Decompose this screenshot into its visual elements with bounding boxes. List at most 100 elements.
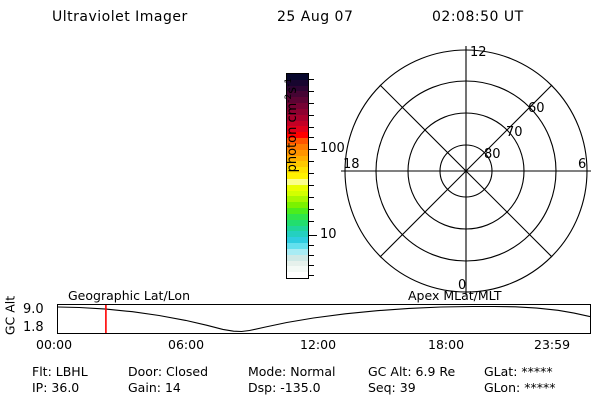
mlt-label-0: 0 <box>458 278 466 293</box>
orbit-xtick-label: 23:59 <box>534 337 571 352</box>
status-mode: Mode: Normal <box>248 364 336 379</box>
colorbar-band <box>287 79 308 86</box>
dsp-label: Dsp: <box>248 380 277 395</box>
dsp-value: -135.0 <box>280 380 321 395</box>
status-glon: GLon: ***** <box>484 380 555 395</box>
filter-value: LBHL <box>55 364 88 379</box>
colorbar-band <box>287 260 308 267</box>
observation-date: 25 Aug 07 <box>277 9 354 25</box>
colorbar-minor-tick <box>308 115 314 116</box>
status-filter: Flt: LBHL <box>32 364 88 379</box>
orbit-ytick-high: 9.0 <box>23 302 44 317</box>
colorbar-band <box>287 190 308 197</box>
colorbar-band <box>287 108 308 115</box>
colorbar-band <box>287 103 308 109</box>
colorbar-minor-tick <box>308 245 314 246</box>
status-ip: IP: 36.0 <box>32 380 79 395</box>
instrument-title: Ultraviolet Imager <box>52 9 188 25</box>
gain-value: 14 <box>164 380 181 395</box>
unit-mid: s <box>285 86 301 94</box>
orbit-x-axis-ticks: 00:00 06:00 12:00 18:00 23:59 <box>0 337 600 353</box>
status-gain: Gain: 14 <box>128 380 181 395</box>
latitude-label-80: 80 <box>484 147 501 162</box>
colorbar-band <box>287 231 308 238</box>
mlt-label-12: 12 <box>470 45 487 60</box>
colorbar-band <box>287 126 308 133</box>
orbit-xtick-label: 18:00 <box>428 337 465 352</box>
colorbar-minor-tick <box>308 137 314 138</box>
door-value: Closed <box>166 364 209 379</box>
colorbar-band <box>287 225 308 232</box>
colorbar-minor-tick <box>308 185 314 186</box>
ip-label: IP: <box>32 380 48 395</box>
door-label: Door: <box>128 364 163 379</box>
polar-grid-svg: 12 6 0 18 60 70 80 <box>341 45 591 295</box>
colorbar-band <box>287 149 308 156</box>
ip-value: 36.0 <box>51 380 80 395</box>
colorbar-major-tick <box>308 235 317 236</box>
mlt-label-18: 18 <box>343 157 360 172</box>
colorbar-unit-label: photon cm-2s-1 <box>284 40 300 210</box>
filter-label: Flt: <box>32 364 52 379</box>
status-footer: Flt: LBHL IP: 36.0 Door: Closed Gain: 14… <box>0 364 600 398</box>
colorbar-band <box>287 237 308 244</box>
colorbar-band <box>287 97 308 104</box>
mode-value: Normal <box>290 364 336 379</box>
colorbar-band <box>287 161 308 168</box>
colorbar-minor-tick <box>308 161 314 162</box>
gain-label: Gain: <box>128 380 161 395</box>
glat-value: ***** <box>521 364 553 379</box>
polar-magnetic-plot: 12 6 0 18 60 70 80 <box>340 40 595 295</box>
colorbar-tick-label: 100 <box>320 141 345 156</box>
polar-spoke-diag-b <box>379 84 553 258</box>
unit-exponent-1: -2 <box>283 93 294 103</box>
orbit-xtick-label: 00:00 <box>36 337 73 352</box>
colorbar-minor-tick <box>308 91 314 92</box>
status-seq: Seq: 39 <box>368 380 416 395</box>
orbit-title-geographic: Geographic Lat/Lon <box>68 288 190 303</box>
orbit-y-axis-label: GC Alt <box>2 295 18 336</box>
seq-label: Seq: <box>368 380 396 395</box>
colorbar-band <box>287 272 308 278</box>
colorbar-minor-tick <box>308 103 314 104</box>
colorbar-minor-tick <box>308 221 314 222</box>
colorbar-band <box>287 266 308 273</box>
seq-value: 39 <box>399 380 416 395</box>
orbit-title-apex: Apex MLat/MLT <box>408 288 502 303</box>
colorbar: 100 10 photon cm-2s-1 <box>255 45 365 290</box>
colorbar-band <box>287 85 308 92</box>
latitude-label-60: 60 <box>528 101 545 116</box>
colorbar-minor-tick <box>308 79 314 80</box>
orbit-plot-box[interactable] <box>57 304 591 334</box>
colorbar-band <box>287 248 308 255</box>
glon-value: ***** <box>524 380 556 395</box>
glat-label: GLat: <box>484 364 518 379</box>
status-door: Door: Closed <box>128 364 208 379</box>
colorbar-minor-tick <box>308 275 314 276</box>
colorbar-axis-line <box>308 73 309 279</box>
colorbar-band <box>287 213 308 220</box>
status-gc-alt: GC Alt: 6.9 Re <box>368 364 455 379</box>
colorbar-band <box>287 167 308 174</box>
orbit-altitude-panel: Geographic Lat/Lon Apex MLat/MLT GC Alt … <box>0 288 600 352</box>
colorbar-minor-tick <box>308 173 314 174</box>
colorbar-tick-label: 10 <box>320 227 337 242</box>
orbit-ytick-low: 1.8 <box>23 320 44 335</box>
observation-time: 02:08:50 UT <box>432 9 524 25</box>
colorbar-band <box>287 91 308 98</box>
colorbar-band <box>287 114 308 121</box>
colorbar-major-tick <box>308 149 317 150</box>
colorbar-band <box>287 155 308 162</box>
colorbar-band <box>287 208 308 214</box>
mlt-label-6: 6 <box>578 157 586 172</box>
orbit-xtick-label: 12:00 <box>300 337 337 352</box>
colorbar-band <box>287 184 308 191</box>
colorbar-band <box>287 196 308 203</box>
unit-exponent-2: -1 <box>283 77 294 87</box>
unit-prefix: photon cm <box>285 102 301 173</box>
colorbar-band <box>287 173 308 179</box>
colorbar-band <box>287 74 308 80</box>
orbit-altitude-curve <box>58 305 590 333</box>
status-glat: GLat: ***** <box>484 364 553 379</box>
glon-label: GLon: <box>484 380 521 395</box>
